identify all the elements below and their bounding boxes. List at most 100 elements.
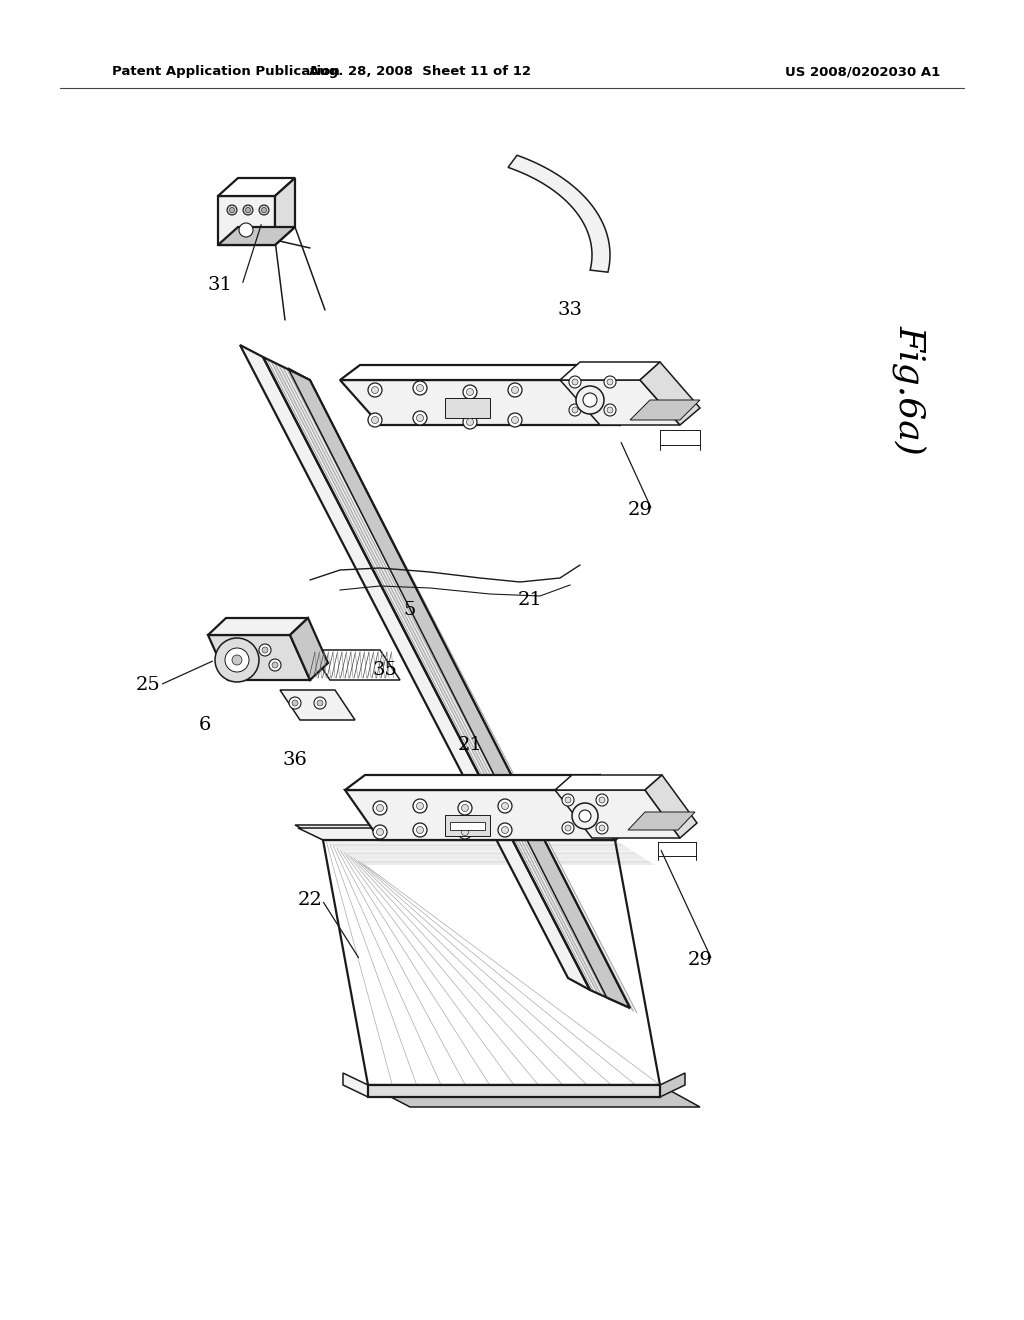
Polygon shape <box>345 775 600 789</box>
Circle shape <box>377 804 384 812</box>
Circle shape <box>458 825 472 840</box>
Circle shape <box>604 404 616 416</box>
Polygon shape <box>341 850 635 853</box>
Polygon shape <box>306 378 637 1012</box>
Circle shape <box>572 803 598 829</box>
Polygon shape <box>337 849 632 850</box>
Polygon shape <box>275 178 295 246</box>
Polygon shape <box>361 863 655 865</box>
Circle shape <box>373 825 387 840</box>
Circle shape <box>413 381 427 395</box>
Circle shape <box>572 407 578 413</box>
Polygon shape <box>298 828 615 840</box>
Polygon shape <box>347 854 642 857</box>
Circle shape <box>498 822 512 837</box>
Polygon shape <box>445 814 490 836</box>
Circle shape <box>272 663 278 668</box>
Circle shape <box>512 387 518 393</box>
Circle shape <box>289 697 301 709</box>
Polygon shape <box>368 1085 700 1107</box>
Circle shape <box>413 799 427 813</box>
Polygon shape <box>640 362 700 425</box>
Circle shape <box>417 414 424 421</box>
Circle shape <box>562 822 574 834</box>
Circle shape <box>462 804 469 812</box>
Polygon shape <box>274 363 605 998</box>
Circle shape <box>377 829 384 836</box>
Polygon shape <box>555 789 680 838</box>
Text: 36: 36 <box>283 751 307 770</box>
Circle shape <box>508 413 522 426</box>
Circle shape <box>417 384 424 392</box>
Text: 31: 31 <box>208 276 232 294</box>
Polygon shape <box>323 840 618 842</box>
Polygon shape <box>351 857 645 859</box>
Circle shape <box>463 385 477 399</box>
Circle shape <box>604 376 616 388</box>
Circle shape <box>462 829 469 836</box>
Text: 25: 25 <box>135 676 161 694</box>
Polygon shape <box>283 367 613 1002</box>
Circle shape <box>373 801 387 814</box>
Text: Aug. 28, 2008  Sheet 11 of 12: Aug. 28, 2008 Sheet 11 of 12 <box>309 66 531 78</box>
Circle shape <box>508 383 522 397</box>
Polygon shape <box>288 368 630 1008</box>
Circle shape <box>463 414 477 429</box>
Circle shape <box>269 659 281 671</box>
Circle shape <box>596 822 608 834</box>
Polygon shape <box>218 178 295 195</box>
Circle shape <box>502 803 509 809</box>
Polygon shape <box>208 635 310 680</box>
Circle shape <box>314 697 326 709</box>
Text: 22: 22 <box>298 891 323 909</box>
Polygon shape <box>340 366 600 380</box>
Circle shape <box>579 810 591 822</box>
Polygon shape <box>294 372 626 1007</box>
Circle shape <box>292 700 298 706</box>
Circle shape <box>232 655 242 665</box>
Polygon shape <box>508 156 610 272</box>
Polygon shape <box>345 789 615 840</box>
Polygon shape <box>340 380 620 425</box>
Polygon shape <box>310 649 400 680</box>
Circle shape <box>259 644 271 656</box>
Text: 21: 21 <box>517 591 543 609</box>
Polygon shape <box>298 375 629 1010</box>
Polygon shape <box>330 845 625 846</box>
Circle shape <box>498 799 512 813</box>
Polygon shape <box>295 825 615 840</box>
Polygon shape <box>645 775 697 838</box>
Circle shape <box>512 417 518 424</box>
Polygon shape <box>279 364 609 999</box>
Circle shape <box>239 223 253 238</box>
Circle shape <box>467 418 473 425</box>
Polygon shape <box>263 356 594 991</box>
Circle shape <box>246 207 251 213</box>
Circle shape <box>262 647 268 653</box>
Polygon shape <box>580 366 640 425</box>
Polygon shape <box>218 195 275 246</box>
Polygon shape <box>580 775 635 840</box>
Circle shape <box>227 205 237 215</box>
Circle shape <box>575 385 604 414</box>
Text: Fig.6a): Fig.6a) <box>893 325 928 455</box>
Polygon shape <box>280 690 355 719</box>
Polygon shape <box>218 227 295 246</box>
Polygon shape <box>291 371 622 1006</box>
Circle shape <box>229 207 234 213</box>
Text: 29: 29 <box>687 950 713 969</box>
Polygon shape <box>208 618 308 635</box>
Circle shape <box>562 795 574 807</box>
Polygon shape <box>343 1073 368 1097</box>
Polygon shape <box>368 1085 660 1097</box>
Circle shape <box>458 801 472 814</box>
Circle shape <box>261 207 266 213</box>
Circle shape <box>572 379 578 385</box>
Circle shape <box>317 700 323 706</box>
Circle shape <box>596 795 608 807</box>
Circle shape <box>569 404 581 416</box>
Polygon shape <box>555 775 662 789</box>
Polygon shape <box>334 846 629 849</box>
Circle shape <box>215 638 259 682</box>
Circle shape <box>583 393 597 407</box>
